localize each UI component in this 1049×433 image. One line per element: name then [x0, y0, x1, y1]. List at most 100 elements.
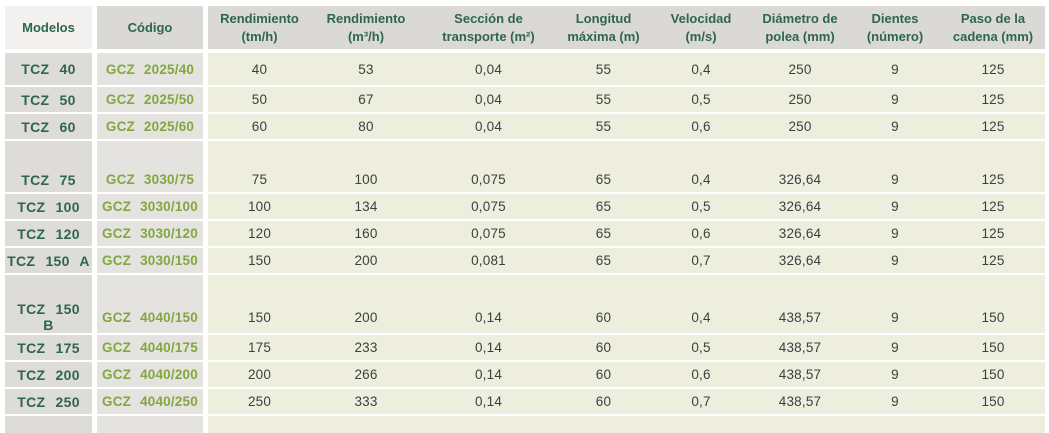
value-cell: 40	[208, 53, 311, 87]
value-cell: 9	[849, 221, 941, 248]
code-cell: GCZ 3030/150	[97, 248, 208, 275]
value-cell: 326,64	[751, 221, 849, 248]
value-cell: 326,64	[751, 194, 849, 221]
table-row: TCZ 200 GCZ 4040/200 200 266 0,14 60 0,6 438,57…	[5, 362, 1045, 389]
value-cell: 100	[208, 194, 311, 221]
group-spacer-row	[5, 141, 1045, 167]
value-cell: 200	[208, 362, 311, 389]
table-row: TCZ 75 GCZ 3030/75 75 100 0,075 65 0,4 326,64 9 1…	[5, 167, 1045, 194]
table-row: TCZ 60 GCZ 2025/60 60 80 0,04 55 0,6 250 9 125	[5, 114, 1045, 141]
value-cell: 55	[556, 53, 651, 87]
value-cell: 55	[556, 87, 651, 114]
value-cell: 9	[849, 87, 941, 114]
value-cell: 125	[941, 53, 1045, 87]
value-cell: 75	[208, 167, 311, 194]
table-header: Modelos Código Rendimiento (tm/h) Rendim…	[5, 6, 1045, 53]
value-cell: 150	[208, 248, 311, 275]
value-cell: 0,6	[651, 362, 751, 389]
value-cell: 125	[941, 221, 1045, 248]
value-cell: 0,14	[421, 335, 556, 362]
value-cell: 150	[941, 301, 1045, 335]
value-cell: 438,57	[751, 335, 849, 362]
spec-table: Modelos Código Rendimiento (tm/h) Rendim…	[5, 6, 1045, 433]
value-cell: 0,7	[651, 389, 751, 416]
value-cell: 250	[751, 114, 849, 141]
value-cell: 65	[556, 167, 651, 194]
model-cell: TCZ 40	[5, 53, 97, 87]
value-cell: 65	[556, 194, 651, 221]
value-cell: 438,57	[751, 389, 849, 416]
value-cell: 0,7	[651, 248, 751, 275]
column-header-seccion: Sección de transporte (m²)	[421, 6, 556, 53]
value-cell: 60	[208, 114, 311, 141]
spacer-data-cell	[208, 416, 1045, 433]
column-header-rendimiento-tm: Rendimiento (tm/h)	[208, 6, 311, 53]
value-cell: 326,64	[751, 248, 849, 275]
model-cell: TCZ 75	[5, 167, 97, 194]
spacer-model-cell	[5, 416, 97, 433]
value-cell: 80	[311, 114, 421, 141]
value-cell: 0,14	[421, 389, 556, 416]
spacer-data-cell	[208, 141, 1045, 167]
value-cell: 0,081	[421, 248, 556, 275]
model-cell: TCZ 150 A	[5, 248, 97, 275]
column-header-modelos: Modelos	[5, 6, 97, 53]
value-cell: 150	[208, 301, 311, 335]
value-cell: 125	[941, 194, 1045, 221]
table-body: TCZ 40 GCZ 2025/40 40 53 0,04 55 0,4 250 9 125 TCZ…	[5, 53, 1045, 433]
value-cell: 0,6	[651, 114, 751, 141]
value-cell: 0,4	[651, 53, 751, 87]
table-row: TCZ 50 GCZ 2025/50 50 67 0,04 55 0,5 250 9 125	[5, 87, 1045, 114]
value-cell: 326,64	[751, 167, 849, 194]
value-cell: 50	[208, 87, 311, 114]
value-cell: 233	[311, 335, 421, 362]
table-row: TCZ 100 GCZ 3030/100 100 134 0,075 65 0,5 326,6…	[5, 194, 1045, 221]
header-row: Modelos Código Rendimiento (tm/h) Rendim…	[5, 6, 1045, 53]
value-cell: 250	[208, 389, 311, 416]
code-cell: GCZ 2025/60	[97, 114, 208, 141]
value-cell: 125	[941, 248, 1045, 275]
code-cell: GCZ 4040/175	[97, 335, 208, 362]
value-cell: 9	[849, 362, 941, 389]
value-cell: 0,04	[421, 53, 556, 87]
value-cell: 9	[849, 301, 941, 335]
value-cell: 0,5	[651, 194, 751, 221]
value-cell: 0,075	[421, 194, 556, 221]
code-cell: GCZ 3030/120	[97, 221, 208, 248]
value-cell: 200	[311, 248, 421, 275]
value-cell: 9	[849, 114, 941, 141]
spacer-model-cell	[5, 141, 97, 167]
value-cell: 60	[556, 301, 651, 335]
table-row: TCZ 150 B GCZ 4040/150 150 200 0,14 60 0,4 438,…	[5, 301, 1045, 335]
value-cell: 55	[556, 114, 651, 141]
value-cell: 125	[941, 87, 1045, 114]
spacer-code-cell	[97, 275, 208, 301]
column-header-rendimiento-m3: Rendimiento (m³/h)	[311, 6, 421, 53]
column-header-paso: Paso de la cadena (mm)	[941, 6, 1045, 53]
code-cell: GCZ 3030/100	[97, 194, 208, 221]
value-cell: 125	[941, 167, 1045, 194]
value-cell: 175	[208, 335, 311, 362]
model-cell: TCZ 50	[5, 87, 97, 114]
spacer-data-cell	[208, 275, 1045, 301]
value-cell: 0,4	[651, 167, 751, 194]
model-cell: TCZ 100	[5, 194, 97, 221]
value-cell: 65	[556, 248, 651, 275]
group-spacer-row	[5, 275, 1045, 301]
value-cell: 60	[556, 389, 651, 416]
column-header-dientes: Dientes (número)	[849, 6, 941, 53]
value-cell: 9	[849, 248, 941, 275]
model-cell: TCZ 200	[5, 362, 97, 389]
code-cell: GCZ 4040/200	[97, 362, 208, 389]
code-cell: GCZ 3030/75	[97, 167, 208, 194]
model-cell: TCZ 60	[5, 114, 97, 141]
column-header-velocidad: Velocidad (m/s)	[651, 6, 751, 53]
value-cell: 65	[556, 221, 651, 248]
value-cell: 125	[941, 114, 1045, 141]
value-cell: 134	[311, 194, 421, 221]
model-cell: TCZ 175	[5, 335, 97, 362]
table-row: TCZ 250 GCZ 4040/250 250 333 0,14 60 0,7 438,57…	[5, 389, 1045, 416]
code-cell: GCZ 4040/250	[97, 389, 208, 416]
value-cell: 60	[556, 335, 651, 362]
model-cell: TCZ 150 B	[5, 301, 97, 335]
